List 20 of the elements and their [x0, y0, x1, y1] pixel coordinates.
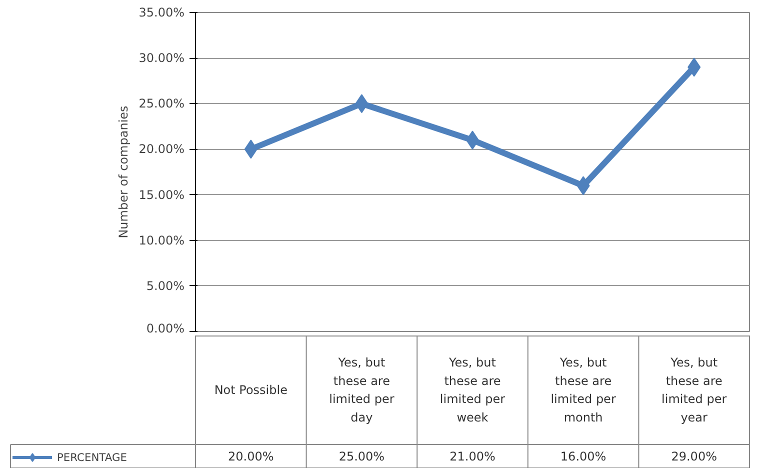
x-tick-label: Not Possible [214, 383, 288, 397]
data-label: 20.00% [228, 450, 274, 464]
y-tick-label: 35.00% [138, 6, 185, 20]
data-label: 16.00% [560, 450, 606, 464]
y-tick-label: 0.00% [146, 322, 185, 336]
y-tick-label: 25.00% [138, 96, 185, 111]
y-tick-label: 5.00% [146, 278, 185, 293]
data-label: 25.00% [338, 450, 385, 464]
x-tick-label: Yes, but these are limited per day [329, 356, 394, 424]
legend-label: PERCENTAGE [57, 450, 127, 464]
y-tick-label: 30.00% [138, 51, 185, 66]
y-axis-title: Number of companies [116, 106, 131, 238]
data-label: 21.00% [450, 450, 496, 464]
x-tick-label: Yes, but these are limited per year [662, 356, 727, 424]
x-tick-label: Yes, but these are limited per week [440, 356, 506, 424]
y-tick-label: 15.00% [138, 188, 185, 202]
y-tick-label: 20.00% [138, 142, 185, 156]
y-tick-label: 10.00% [138, 233, 185, 248]
data-label: 29.00% [671, 450, 717, 464]
x-tick-label: Yes, but these are limited per month [550, 356, 616, 424]
